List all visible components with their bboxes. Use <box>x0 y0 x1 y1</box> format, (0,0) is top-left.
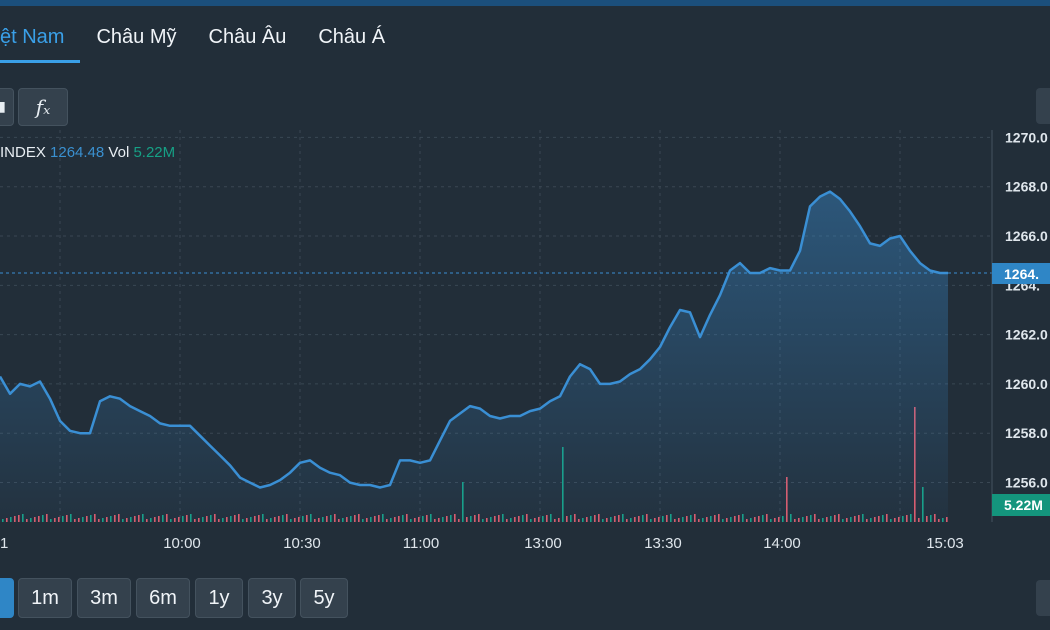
x-tick-label: 14:00 <box>763 535 801 552</box>
last-price-label: 1264. <box>1004 266 1039 282</box>
tab-chau-au[interactable]: Châu Âu <box>208 26 287 48</box>
range-button-6m[interactable]: 6m <box>136 578 190 618</box>
volume-label: Vol <box>108 144 130 161</box>
range-button-3y[interactable]: 3y <box>248 578 296 618</box>
region-tabs: ệt Nam Châu Mỹ Châu Âu Châu Á <box>0 22 401 63</box>
range-button-1d[interactable] <box>0 578 14 618</box>
x-tick-label: 10:30 <box>283 535 321 552</box>
x-tick-label: 11:00 <box>403 535 439 552</box>
fx-icon: fₓ <box>35 95 51 119</box>
y-tick-label: 1266.0 <box>1005 228 1048 244</box>
tab-chau-a[interactable]: Châu Á <box>318 26 386 48</box>
x-tick-label: 13:00 <box>524 535 562 552</box>
chart-type-button[interactable]: ▮ <box>0 88 14 126</box>
y-tick-label: 1256.0 <box>1005 475 1048 491</box>
volume-value: 5.22M <box>133 144 176 161</box>
y-tick-label: 1270.0 <box>1005 129 1048 145</box>
y-tick-label: 1260.0 <box>1005 376 1048 392</box>
index-name: INDEX <box>0 144 46 161</box>
x-tick-label: 10:00 <box>163 535 201 552</box>
y-tick-label: 1262.0 <box>1005 327 1048 343</box>
chart-type-icon: ▮ <box>0 99 6 115</box>
range-button-5y[interactable]: 5y <box>300 578 348 618</box>
indicator-button[interactable]: fₓ <box>18 88 68 126</box>
price-tags: 1264. 5.22M <box>992 262 1050 516</box>
y-tick-label: 1268.0 <box>1005 179 1048 195</box>
fullscreen-button[interactable] <box>1036 580 1050 616</box>
chart-legend: INDEX 1264.48 Vol 5.22M <box>0 144 175 161</box>
price-area <box>0 191 948 522</box>
last-volume-label: 5.22M <box>1004 497 1043 513</box>
y-axis: 1256.0 1258.0 1260.0 1262.0 1264. 1266.0 1268.… <box>991 129 1048 522</box>
index-value: 1264.48 <box>50 144 105 161</box>
x-tick-label: 1 <box>0 535 8 552</box>
range-button-1m[interactable]: 1m <box>18 578 72 618</box>
y-tick-label: 1258.0 <box>1005 425 1048 441</box>
range-button-1y[interactable]: 1y <box>195 578 243 618</box>
last-price-tag <box>992 262 1050 284</box>
price-line <box>0 190 948 489</box>
x-axis: 1 10:00 10:30 11:00 13:00 13:30 14:00 15:03 <box>0 535 964 552</box>
last-volume-tag <box>992 494 1050 516</box>
tab-viet-nam[interactable]: ệt Nam <box>0 22 81 63</box>
settings-button[interactable] <box>1036 88 1050 124</box>
x-tick-label: 13:30 <box>644 535 682 552</box>
top-accent-bar <box>0 0 1050 6</box>
x-tick-label: 15:03 <box>926 535 964 552</box>
range-button-3m[interactable]: 3m <box>77 578 131 618</box>
tab-chau-my[interactable]: Châu Mỹ <box>96 26 177 48</box>
